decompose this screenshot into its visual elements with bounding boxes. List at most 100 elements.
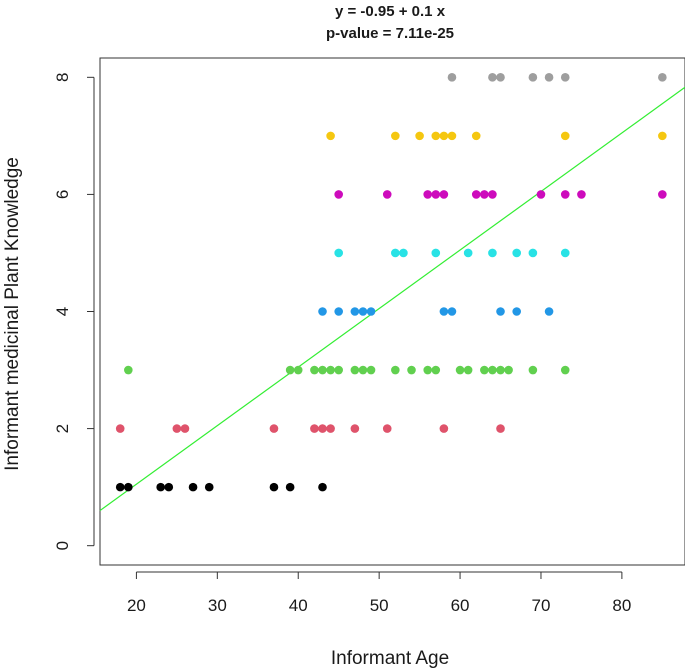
y-tick-label: 8 <box>53 73 72 82</box>
x-tick-label: 70 <box>532 596 551 615</box>
data-point <box>488 248 497 258</box>
regression-line-group <box>99 86 685 512</box>
data-point <box>431 365 441 375</box>
data-point <box>463 365 473 375</box>
data-point <box>455 365 465 375</box>
data-point <box>399 248 408 258</box>
chart-title-equation: y = -0.95 + 0.1 x <box>335 3 446 20</box>
data-point <box>204 482 214 492</box>
data-point <box>439 190 449 199</box>
data-point <box>391 131 400 141</box>
data-point <box>447 131 457 141</box>
data-points <box>115 73 667 492</box>
data-point <box>658 73 667 82</box>
data-point <box>439 131 449 141</box>
data-point <box>285 482 295 492</box>
data-point <box>115 424 125 433</box>
y-axis-label: Informant medicinal Plant Knowledge <box>2 157 23 471</box>
data-point <box>326 424 335 433</box>
data-point <box>318 365 327 375</box>
data-point <box>496 73 505 82</box>
data-point <box>366 365 376 375</box>
data-point <box>115 482 125 492</box>
data-point <box>431 248 441 258</box>
data-point <box>528 365 538 375</box>
data-point <box>560 73 570 82</box>
data-point <box>334 190 343 199</box>
data-point <box>447 73 457 82</box>
data-point <box>463 248 473 258</box>
data-point <box>431 131 441 141</box>
data-point <box>334 248 343 258</box>
data-point <box>334 307 343 316</box>
x-tick-label: 80 <box>612 596 631 615</box>
data-point <box>382 424 392 433</box>
data-point <box>560 248 570 258</box>
data-point <box>431 190 441 199</box>
data-point <box>488 365 497 375</box>
data-point <box>156 482 165 492</box>
data-point <box>512 307 522 316</box>
data-point <box>504 365 513 375</box>
x-tick-label: 30 <box>208 596 227 615</box>
data-point <box>544 73 554 82</box>
data-point <box>124 365 133 375</box>
data-point <box>415 131 424 141</box>
x-axis: 20 30 40 50 60 70 80 <box>127 571 631 615</box>
data-point <box>269 482 279 492</box>
data-point <box>496 307 505 316</box>
data-point <box>560 365 570 375</box>
data-point <box>124 482 133 492</box>
data-point <box>391 365 400 375</box>
y-tick-label: 4 <box>53 307 72 316</box>
chart-title-pvalue: p-value = 7.11e-25 <box>326 25 454 42</box>
data-point <box>180 424 190 433</box>
data-point <box>480 190 489 199</box>
data-point <box>447 307 457 316</box>
x-tick-label: 40 <box>289 596 308 615</box>
data-point <box>318 307 327 316</box>
data-point <box>528 73 538 82</box>
data-point <box>318 482 327 492</box>
y-axis: 0 2 4 6 8 <box>53 73 95 550</box>
data-point <box>536 190 546 199</box>
data-point <box>164 482 174 492</box>
data-point <box>423 190 432 199</box>
data-point <box>318 424 327 433</box>
x-axis-label: Informant Age <box>331 648 449 669</box>
data-point <box>358 307 368 316</box>
data-point <box>366 307 376 316</box>
regression-line <box>99 86 685 512</box>
x-tick-label: 60 <box>451 596 470 615</box>
x-tick-label: 50 <box>370 596 389 615</box>
data-point <box>480 365 489 375</box>
data-point <box>544 307 554 316</box>
data-point <box>188 482 198 492</box>
data-point <box>512 248 522 258</box>
data-point <box>172 424 182 433</box>
data-point <box>560 131 570 141</box>
data-point <box>358 365 368 375</box>
y-tick-label: 6 <box>53 190 72 199</box>
data-point <box>350 307 360 316</box>
data-point <box>488 73 497 82</box>
data-point <box>407 365 416 375</box>
data-point <box>658 131 667 141</box>
data-point <box>382 190 392 199</box>
data-point <box>326 131 335 141</box>
data-point <box>560 190 570 199</box>
y-tick-label: 2 <box>53 424 72 433</box>
data-point <box>577 190 586 199</box>
data-point <box>423 365 432 375</box>
data-point <box>326 365 335 375</box>
data-point <box>658 190 667 199</box>
data-point <box>350 424 360 433</box>
data-point <box>439 424 449 433</box>
data-point <box>471 190 481 199</box>
data-point <box>439 307 449 316</box>
data-point <box>310 365 319 375</box>
data-point <box>310 424 319 433</box>
data-point <box>528 248 538 258</box>
data-point <box>285 365 295 375</box>
